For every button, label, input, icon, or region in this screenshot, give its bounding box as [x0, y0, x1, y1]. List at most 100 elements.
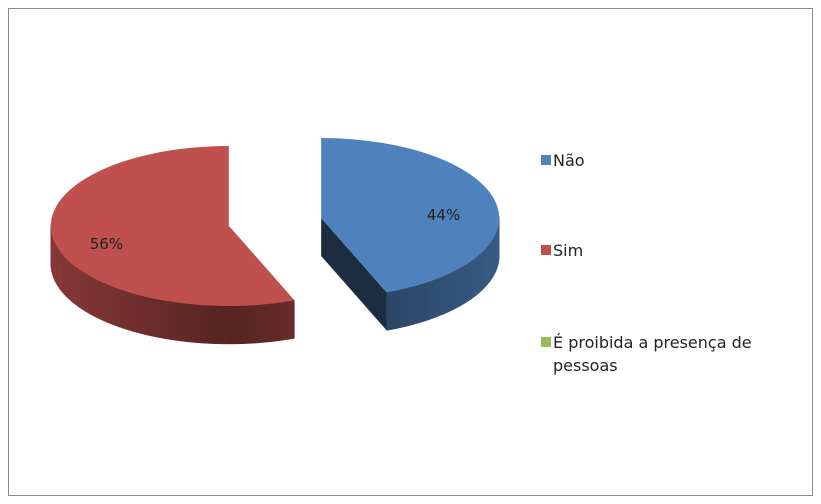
slice-side: [258, 304, 265, 344]
slice-side: [95, 278, 100, 320]
slice-side: [85, 273, 90, 314]
slice-side: [118, 288, 124, 329]
slice-side: [60, 251, 63, 294]
slice-side: [487, 243, 490, 286]
slice-side: [253, 304, 259, 344]
slice-side: [71, 262, 75, 304]
slice-side: [400, 288, 407, 328]
slice-side: [76, 267, 80, 309]
slice-side: [68, 260, 72, 302]
pie-slice: [321, 138, 500, 293]
slice-side: [145, 296, 151, 337]
data-label: 44%: [427, 206, 460, 224]
slice-side: [226, 305, 233, 345]
slice-side: [419, 283, 425, 324]
slice-side: [169, 301, 175, 341]
slice-side: [321, 218, 387, 331]
slice-side: [467, 260, 472, 302]
slice-side: [62, 254, 65, 296]
slice-side: [391, 290, 397, 330]
slice-side: [79, 269, 83, 310]
legend-swatch: [541, 337, 551, 347]
slice-side: [66, 258, 70, 300]
slice-side: [284, 300, 290, 341]
slice-side: [478, 252, 482, 294]
slice-side: [110, 285, 115, 326]
slice-side: [174, 301, 181, 342]
slice-side: [485, 245, 488, 288]
legend-swatch: [541, 245, 551, 255]
slice-side: [127, 291, 132, 332]
slice-side: [88, 274, 93, 316]
slice-side: [216, 305, 222, 345]
slice-side: [458, 266, 463, 308]
slice-side: [481, 250, 484, 292]
slice-side: [164, 300, 170, 340]
slice-side: [396, 289, 402, 329]
slice-side: [205, 305, 212, 344]
slice-side: [464, 262, 469, 304]
slice-side: [106, 283, 111, 325]
slice-side: [64, 256, 68, 298]
slice-group: [50, 145, 295, 345]
slice-side: [454, 268, 459, 310]
slice-side: [221, 305, 228, 345]
slice-group: [321, 138, 500, 331]
slice-side: [273, 302, 280, 342]
slice-side: [279, 301, 285, 341]
legend-item: Sim: [541, 239, 781, 262]
slice-side: [102, 282, 107, 323]
slice-side: [149, 297, 156, 338]
slice-side: [189, 303, 196, 343]
slice-side: [135, 293, 142, 334]
slice-side: [247, 304, 254, 344]
slice-side: [114, 286, 120, 328]
slice-side: [427, 280, 433, 321]
slice-side: [58, 249, 62, 292]
slice-side: [237, 305, 244, 345]
slice-side: [473, 256, 477, 298]
slice-side: [131, 292, 137, 333]
slice-side: [200, 304, 207, 344]
slice-side: [483, 247, 486, 290]
slice-side: [140, 295, 146, 335]
slice-side: [210, 305, 217, 345]
slice-side: [405, 286, 411, 327]
slice-side: [447, 272, 452, 313]
pie-slice: [50, 145, 295, 306]
slice-side: [98, 280, 104, 321]
slice-side: [91, 276, 96, 318]
slice-side: [410, 285, 416, 326]
slice-side: [159, 299, 165, 339]
slice-side: [195, 304, 201, 344]
slice-side: [443, 273, 449, 315]
slice-side: [461, 264, 466, 306]
data-label: 56%: [90, 235, 123, 253]
slice-side: [154, 298, 161, 339]
slice-side: [73, 264, 77, 307]
slice-side: [386, 291, 392, 331]
slice-side: [432, 278, 437, 319]
legend-item: Não: [541, 149, 781, 172]
slice-side: [231, 305, 238, 345]
slice-side: [179, 302, 186, 342]
legend-label: Não: [553, 151, 585, 170]
legend-label: Sim: [553, 241, 584, 260]
slice-side: [242, 305, 249, 344]
legend-label: É proibida a presença de pessoas: [553, 333, 752, 375]
legend-swatch: [541, 155, 551, 165]
slice-side: [263, 303, 270, 343]
slice-side: [268, 303, 275, 343]
slice-side: [440, 275, 445, 316]
slice-side: [414, 284, 420, 325]
slice-side: [436, 277, 441, 318]
slice-side: [122, 289, 128, 331]
legend-item: É proibida a presença de pessoas: [541, 331, 781, 377]
slice-side: [289, 300, 295, 340]
slice-side: [82, 271, 86, 312]
slice-side: [451, 270, 456, 311]
slice-side: [184, 303, 191, 343]
slice-side: [470, 258, 475, 300]
